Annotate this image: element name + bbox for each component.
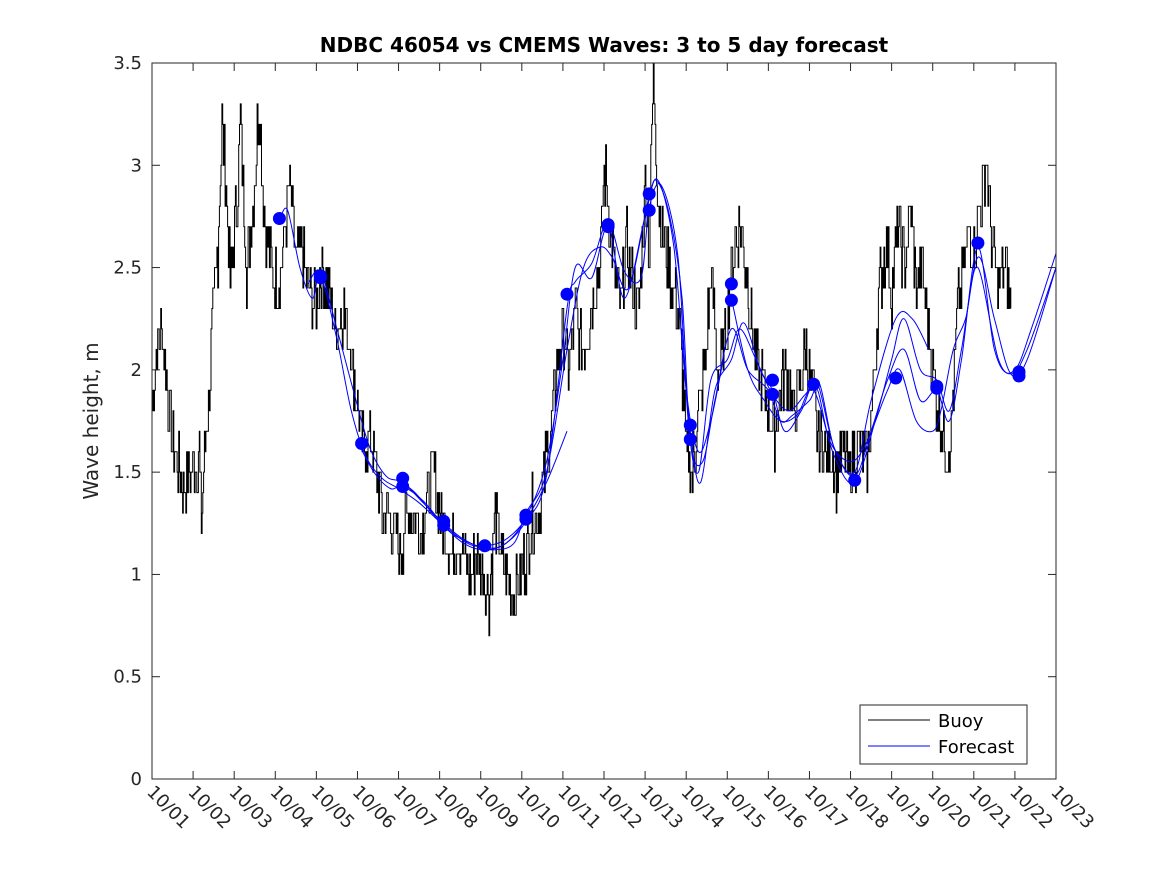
forecast-marker — [437, 518, 451, 532]
forecast-marker — [683, 432, 697, 446]
forecast-marker — [642, 203, 656, 217]
forecast-marker — [848, 473, 862, 487]
legend-forecast-label: Forecast — [938, 737, 1014, 758]
y-tick-label: 1 — [131, 564, 142, 585]
forecast-marker — [724, 277, 738, 291]
forecast-marker — [478, 539, 492, 553]
forecast-marker — [724, 293, 738, 307]
y-tick-label: 3 — [131, 155, 142, 176]
forecast-marker — [889, 371, 903, 385]
buoy-line — [152, 63, 1012, 637]
y-tick-label: 2.5 — [113, 258, 142, 279]
y-axis-label: Wave height, m — [79, 342, 103, 499]
y-tick-label: 2 — [131, 360, 142, 381]
forecast-markers — [272, 187, 1026, 553]
forecast-marker — [930, 381, 944, 395]
forecast-line-2 — [307, 178, 724, 549]
forecast-marker — [642, 187, 656, 201]
forecast-marker — [766, 387, 779, 401]
forecast-marker — [355, 437, 369, 450]
forecast-line-3 — [357, 183, 930, 551]
forecast-marker — [1012, 369, 1026, 383]
legend-box — [859, 704, 1028, 765]
forecast-marker — [766, 373, 779, 387]
forecast-marker — [519, 512, 533, 526]
forecast-marker — [560, 287, 574, 301]
y-tick-label: 3.5 — [113, 53, 142, 74]
y-tick-label: 0 — [131, 769, 142, 790]
forecast-marker — [971, 236, 985, 250]
forecast-marker — [314, 271, 327, 285]
legend-buoy-label: Buoy — [938, 711, 984, 732]
forecast-marker — [272, 212, 286, 225]
forecast-marker — [396, 480, 410, 493]
y-tick-label: 0.5 — [113, 667, 142, 688]
chart-title: NDBC 46054 vs CMEMS Waves: 3 to 5 day fo… — [320, 33, 889, 57]
forecast-marker — [683, 418, 697, 432]
forecast-line-4 — [398, 179, 1056, 551]
forecast-marker — [807, 377, 821, 391]
legend: Buoy Forecast — [859, 704, 1028, 765]
forecast-line-6 — [730, 256, 1056, 485]
y-tick-label: 1.5 — [113, 462, 142, 483]
buoy-series — [152, 63, 1012, 637]
forecast-marker — [601, 220, 615, 234]
forecast-line-1 — [278, 207, 568, 547]
